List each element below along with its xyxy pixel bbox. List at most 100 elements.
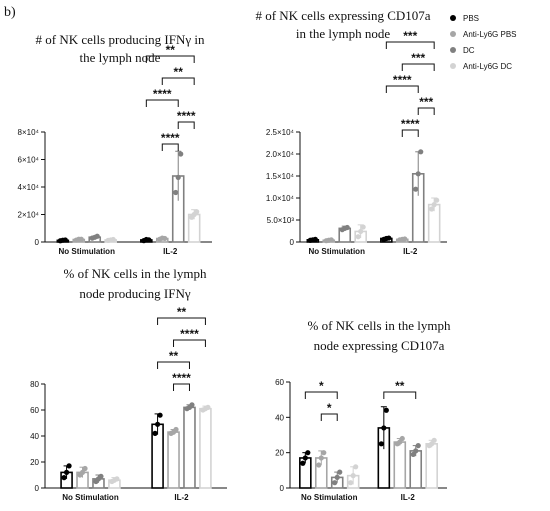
y-tick-label: 40	[275, 413, 284, 422]
y-tick-label: 80	[30, 380, 39, 389]
y-tick-label: 20	[275, 449, 284, 458]
chart-ifng-count: # of NK cells producing IFNγ in the lymph…	[18, 32, 212, 256]
data-point	[429, 206, 435, 212]
data-point	[413, 186, 419, 192]
chart-title-line: % of NK cells in the lymph	[308, 318, 451, 333]
legend-marker-pbs	[450, 15, 456, 21]
significance-label: ***	[403, 29, 417, 43]
significance-label: **	[166, 43, 176, 57]
data-point	[205, 404, 211, 410]
significance-bracket	[157, 317, 206, 325]
data-point	[79, 469, 86, 475]
significance-bracket	[173, 383, 190, 391]
x-category-label: No Stimulation	[62, 493, 119, 502]
chart-title-line: the lymph node	[80, 50, 161, 65]
bar	[167, 431, 180, 489]
data-point	[358, 228, 364, 235]
significance-label: ****	[393, 73, 412, 87]
x-category-label: IL-2	[174, 493, 189, 502]
data-point	[337, 469, 343, 475]
legend-label-anti-ly6g-dc: Anti-Ly6G DC	[463, 62, 512, 71]
y-tick-label: 2.5×10⁴	[266, 128, 295, 137]
legend-item-pbs: PBS	[450, 14, 479, 23]
significance-bracket	[177, 121, 195, 129]
chart-title-line: # of NK cells producing IFNγ in	[36, 32, 205, 47]
significance-bracket	[385, 41, 435, 49]
legend-item-anti-ly6g-dc: Anti-Ly6G DC	[450, 62, 512, 71]
data-point	[321, 450, 327, 456]
legend-marker-anti-ly6g-dc	[450, 63, 456, 69]
data-point	[110, 236, 116, 243]
chart-title-line: in the lymph node	[296, 26, 390, 41]
data-point	[383, 407, 389, 413]
significance-bracket	[401, 63, 435, 71]
significance-label: **	[174, 65, 184, 79]
significance-label: ****	[177, 109, 196, 123]
data-point	[378, 441, 384, 447]
significance-bracket	[157, 361, 190, 369]
significance-label: **	[177, 305, 187, 319]
data-point	[353, 464, 359, 470]
significance-label: ****	[161, 131, 180, 145]
data-point	[402, 236, 408, 242]
data-point	[154, 421, 161, 427]
data-point	[415, 443, 421, 449]
x-category-label: IL-2	[163, 247, 178, 256]
y-tick-label: 20	[30, 458, 39, 467]
bar	[393, 441, 407, 489]
data-point	[318, 455, 324, 461]
data-point	[350, 473, 356, 479]
x-category-label: No Stimulation	[59, 247, 116, 256]
bar	[183, 406, 196, 489]
data-point	[189, 402, 195, 408]
y-tick-label: 6×10⁴	[18, 156, 40, 165]
y-tick-label: 60	[30, 406, 39, 415]
data-point	[175, 174, 181, 180]
data-point	[434, 197, 440, 203]
significance-label: ****	[401, 117, 420, 131]
data-point	[157, 412, 163, 418]
significance-bracket	[401, 129, 419, 137]
y-tick-label: 8×10⁴	[18, 128, 40, 137]
data-point	[114, 476, 120, 482]
data-point	[305, 450, 311, 456]
legend-label-dc: DC	[463, 46, 475, 55]
data-point	[300, 460, 306, 466]
data-point	[418, 149, 424, 155]
data-point	[302, 455, 308, 461]
significance-bracket	[173, 339, 206, 347]
data-point	[63, 469, 70, 475]
significance-label: **	[395, 379, 405, 393]
data-point	[431, 202, 437, 208]
x-category-label: IL-2	[401, 493, 416, 502]
y-tick-label: 5.0×10³	[267, 216, 295, 225]
legend-marker-anti-ly6g-pbs	[450, 31, 456, 37]
data-point	[332, 480, 338, 486]
data-point	[328, 237, 334, 243]
chart-title-line: % of NK cells in the lymph	[64, 266, 207, 281]
data-point	[173, 426, 179, 433]
data-point	[94, 233, 100, 239]
data-point	[431, 437, 437, 443]
legend-item-dc: DC	[450, 46, 475, 55]
chart-cd107a-count: # of NK cells expressing CD107a in the ly…	[255, 8, 447, 256]
data-point	[66, 463, 72, 469]
y-tick-label: 0	[35, 238, 40, 247]
significance-bracket	[320, 413, 338, 421]
data-point	[334, 474, 340, 480]
significance-bracket	[417, 107, 435, 115]
bar	[425, 443, 438, 489]
data-point	[344, 224, 350, 231]
significance-bracket	[145, 99, 179, 107]
data-point	[386, 235, 392, 241]
significance-label: ****	[180, 327, 199, 341]
legend-item-anti-ly6g-pbs: Anti-Ly6G PBS	[450, 30, 517, 39]
legend: PBS Anti-Ly6G PBS DC Anti-Ly6G DC	[450, 14, 517, 71]
data-point	[316, 462, 322, 468]
data-point	[178, 151, 184, 157]
data-point	[152, 430, 158, 436]
y-tick-label: 1.0×10⁴	[266, 194, 295, 203]
data-point	[348, 480, 354, 486]
data-point	[98, 473, 104, 479]
